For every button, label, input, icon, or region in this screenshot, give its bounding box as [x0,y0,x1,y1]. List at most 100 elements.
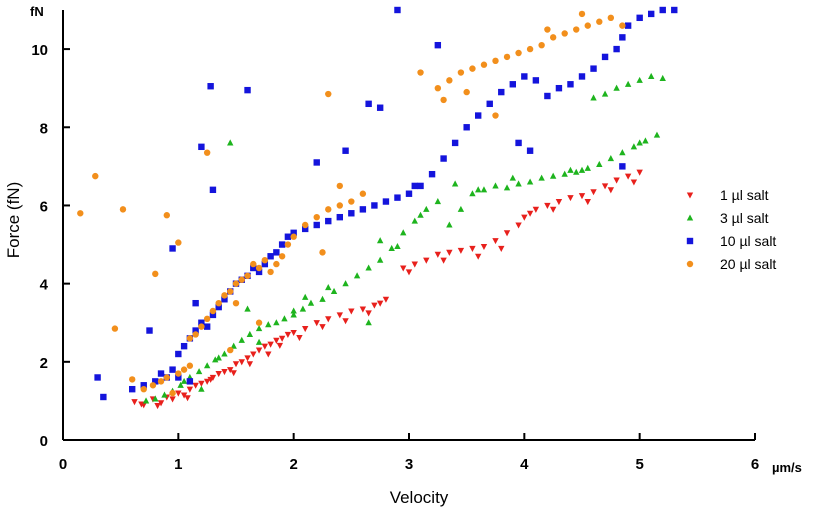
data-point [376,104,384,111]
data-point [209,186,217,194]
data-point [325,217,332,225]
legend-label: 20 µl salt [720,256,776,272]
data-point [203,315,211,323]
data-point [584,198,591,206]
data-point [255,338,263,345]
data-point [480,186,488,193]
data-point [336,182,343,190]
series-1 [131,169,643,410]
data-point [140,385,147,393]
data-point [492,57,499,65]
data-point [111,325,119,332]
data-point [526,45,534,53]
data-point [590,94,597,101]
x-axis-title: Velocity [390,488,449,507]
data-point [503,53,511,61]
data-point [428,170,436,178]
data-point [567,81,574,88]
data-point [590,189,597,196]
data-point [180,366,188,373]
data-point [423,257,430,264]
data-point [348,198,355,205]
data-point [648,72,655,80]
data-point [175,370,182,377]
data-point [198,385,205,392]
data-point [186,335,194,342]
data-point [302,293,309,300]
data-point [192,299,199,307]
legend-label: 3 µl salt [720,210,769,226]
data-point [267,268,274,276]
data-point [636,14,643,22]
data-point [624,22,632,29]
data-point [278,241,286,248]
data-point [515,49,522,57]
data-point [590,65,597,72]
data-point [607,14,615,22]
data-point [180,377,188,384]
data-point [567,166,574,173]
data-point [94,374,101,381]
data-point [192,382,199,389]
data-point [203,323,211,330]
data-point [601,183,609,190]
data-point [215,354,222,361]
data-point [365,264,372,271]
data-point [273,319,280,326]
data-point [152,270,159,278]
data-point [238,336,245,343]
data-point [613,177,620,184]
data-point [290,233,297,240]
data-point [319,324,326,331]
data-point [203,362,211,369]
data-point [273,337,280,344]
data-point [131,399,138,406]
data-point [423,205,430,212]
data-point [619,22,626,29]
data-point [544,202,551,209]
data-point [457,69,465,76]
data-point [359,190,367,197]
legend-marker [686,192,694,199]
data-point [175,350,182,358]
data-point [659,74,666,81]
data-point [169,366,176,373]
data-point [163,374,170,381]
data-point [250,351,257,358]
data-point [648,10,655,18]
y-tick-label: 6 [40,198,48,215]
data-point [232,280,240,287]
data-point [175,374,182,381]
data-point [313,221,320,229]
data-point [411,217,418,224]
x-unit-label: µm/s [772,460,802,475]
data-point [440,96,447,104]
data-point [255,347,263,354]
data-point [152,395,159,402]
data-point [336,213,343,221]
data-point [227,346,234,354]
data-point [596,18,603,25]
data-point [157,378,165,385]
data-point [353,272,361,279]
data-point [515,222,522,229]
data-point [255,319,263,326]
data-point [313,320,320,327]
data-point [221,296,228,303]
data-point [544,92,551,100]
data-point [212,356,219,363]
data-point [186,378,194,385]
data-point [198,380,205,387]
data-point [284,331,292,338]
data-point [549,172,557,179]
data-point [607,187,615,194]
data-point [451,139,459,147]
data-point [371,202,378,209]
data-point [290,311,297,318]
data-point [463,124,470,131]
data-points [77,6,678,410]
data-point [215,370,222,378]
data-point [382,296,390,303]
data-point [446,249,453,256]
data-point [434,41,442,49]
